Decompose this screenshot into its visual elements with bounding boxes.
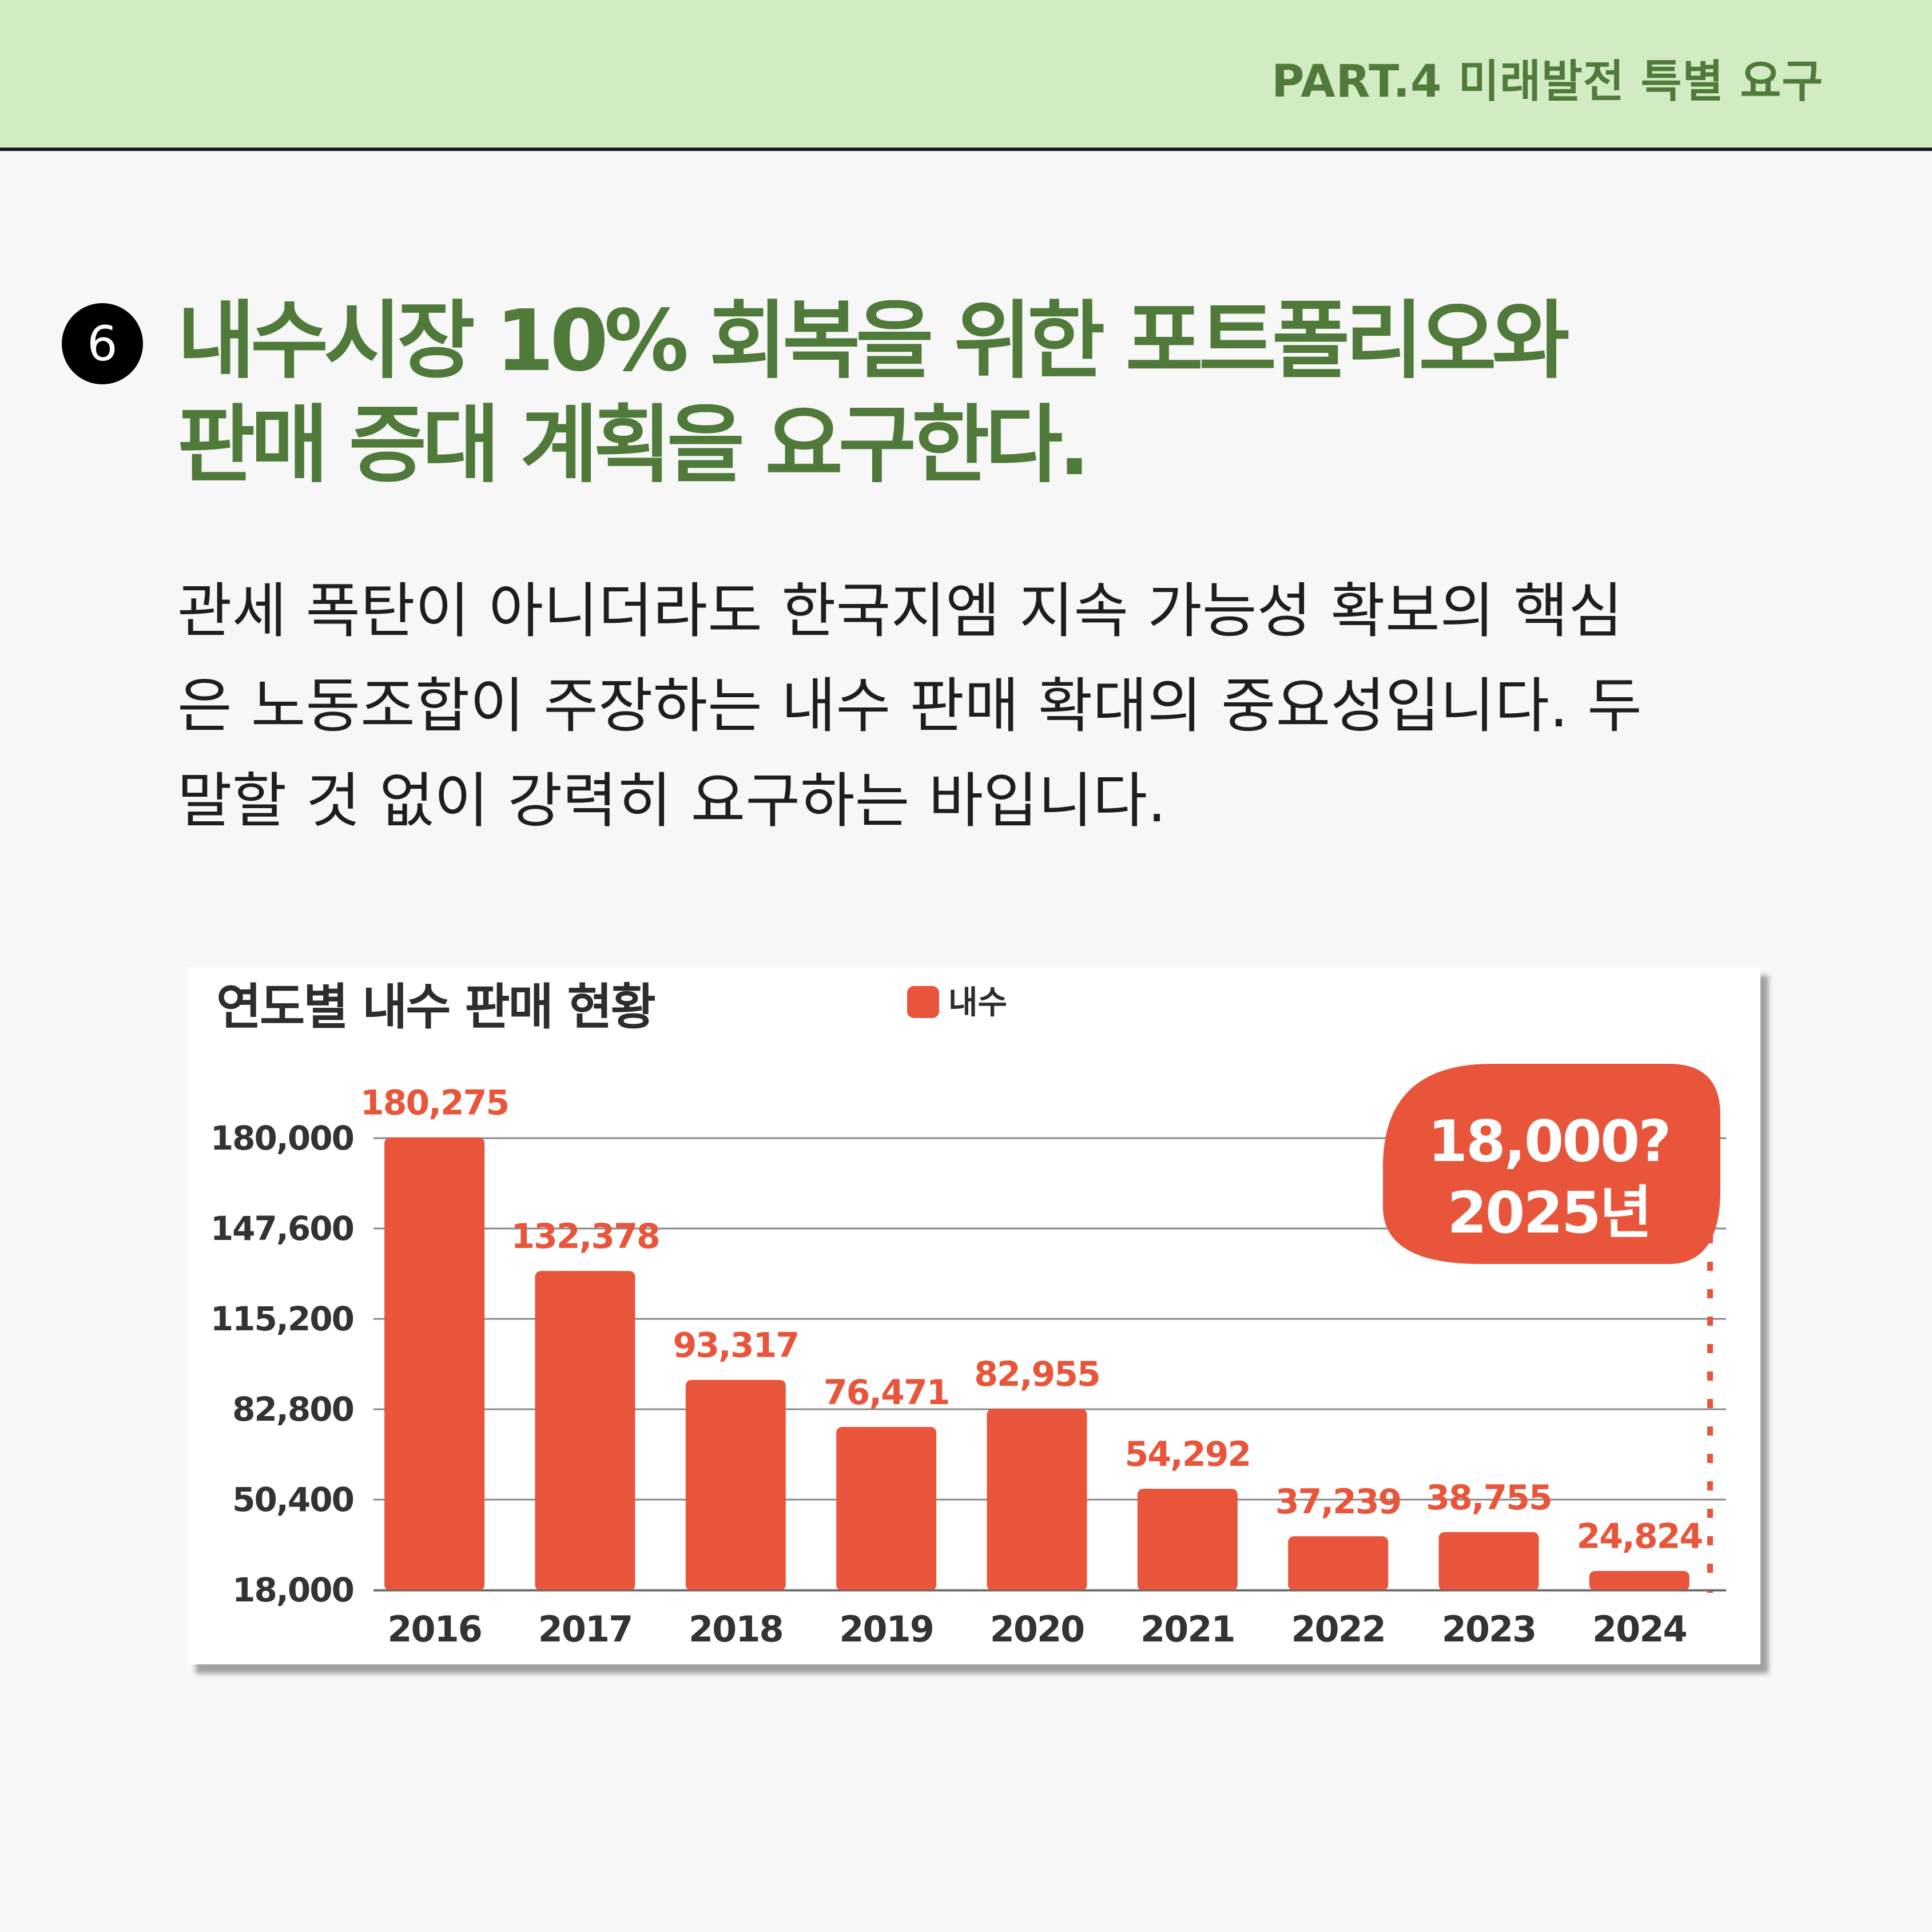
x-tick-label: 2018 [689, 1608, 783, 1650]
x-tick-label: 2023 [1442, 1608, 1536, 1650]
body-line-2: 은 노동조합이 주장하는 내수 판매 확대의 중요성입니다. 두 [177, 671, 1642, 741]
body-line-1: 관세 폭탄이 아니더라도 한국지엠 지속 가능성 확보의 핵심 [177, 576, 1623, 646]
legend-swatch [907, 986, 939, 1018]
data-label: 82,955 [974, 1354, 1100, 1394]
body-paragraph: 관세 폭탄이 아니더라도 한국지엠 지속 가능성 확보의 핵심 은 노동조합이 … [177, 563, 1796, 848]
x-tick-label: 2022 [1291, 1608, 1385, 1650]
y-tick-label: 18,000 [232, 1571, 353, 1609]
bar [836, 1426, 937, 1591]
x-tick-label: 2019 [839, 1608, 933, 1650]
data-label: 132,378 [511, 1217, 659, 1257]
data-label: 76,471 [824, 1373, 949, 1413]
x-tick-label: 2016 [387, 1608, 482, 1650]
y-tick-label: 147,600 [210, 1209, 353, 1248]
bar [1589, 1571, 1689, 1591]
top-band: PART.4 미래발전 특별 요구 [0, 0, 1932, 151]
bar [1137, 1489, 1238, 1591]
bar [535, 1271, 635, 1591]
bar [685, 1380, 786, 1591]
section-heading: 내수시장 10% 회복을 위한 포트폴리오와 판매 증대 계획을 요구한다. [177, 289, 1836, 497]
bar-chart: 연도별 내수 판매 현황 내수 180,000 147,600 115,200 82,80… [210, 979, 1726, 1650]
body-line-3: 말할 것 없이 강력히 요구하는 바입니다. [177, 766, 1167, 836]
legend-label: 내수 [948, 984, 1007, 1021]
data-label: 37,239 [1275, 1482, 1401, 1522]
x-tick-label: 2017 [538, 1608, 633, 1650]
heading-line-2: 판매 증대 계획을 요구한다. [177, 396, 1091, 494]
y-tick-label: 180,000 [210, 1119, 353, 1158]
x-tick-label: 2021 [1140, 1608, 1235, 1650]
heading-line-1: 내수시장 10% 회복을 위한 포트폴리오와 [177, 292, 1570, 390]
part-label: PART.4 미래발전 특별 요구 [1271, 56, 1823, 108]
x-tick-label: 2020 [990, 1608, 1084, 1650]
y-tick-label: 115,200 [210, 1299, 353, 1338]
data-label: 54,292 [1125, 1434, 1251, 1474]
section-number-badge: 6 [62, 303, 143, 384]
bar [1288, 1536, 1389, 1591]
data-label: 93,317 [673, 1326, 799, 1366]
callout-year: 2025년 [1447, 1179, 1650, 1246]
y-tick-label: 50,400 [232, 1480, 353, 1519]
data-label: 24,824 [1577, 1517, 1703, 1557]
callout-bubble [1383, 1064, 1720, 1264]
bar [384, 1137, 485, 1591]
data-label: 38,755 [1426, 1478, 1552, 1518]
chart-card: 연도별 내수 판매 현황 내수 180,000 147,600 115,200 82,80… [188, 967, 1760, 1664]
x-tick-label: 2024 [1592, 1608, 1687, 1650]
bar [987, 1409, 1087, 1591]
bar [1438, 1532, 1539, 1591]
data-label: 180,275 [360, 1083, 508, 1123]
y-tick-label: 82,800 [232, 1390, 353, 1429]
callout-value: 18,000? [1428, 1108, 1670, 1175]
chart-title: 연도별 내수 판매 현황 [216, 979, 655, 1036]
